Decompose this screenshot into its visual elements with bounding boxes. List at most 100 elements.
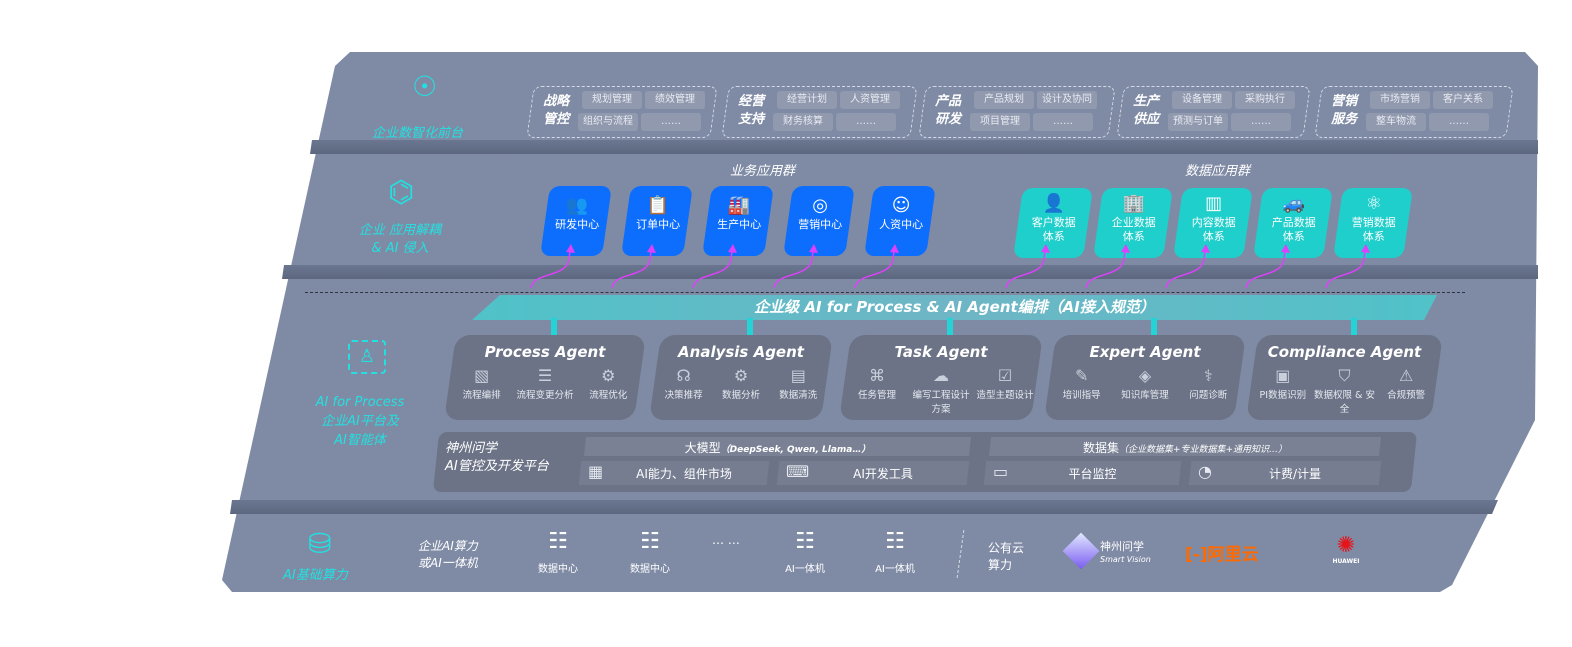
agent-card[interactable]: Expert Agent ✎ 培训指导 ◈ 知识库管理 ⚕ 问题诊断 [1044, 335, 1246, 420]
arrow-head [566, 244, 575, 253]
front-group-item[interactable]: 产品规划 [974, 91, 1034, 109]
front-group-item[interactable]: 采购执行 [1235, 91, 1295, 109]
up-down-arrow-icon [1350, 318, 1357, 336]
server-label: AI一体机 [785, 564, 825, 575]
shield-icon: ⛉ [1338, 366, 1351, 385]
arrow-head [728, 244, 737, 253]
public-cloud-label: 公有云 算力 [988, 540, 1024, 574]
front-group-item[interactable]: 设备管理 [1172, 91, 1232, 109]
business-apps-title: 业务应用群 [730, 164, 796, 179]
arrow-head [1201, 244, 1210, 253]
aliyun-name: 阿里云 [1207, 545, 1259, 565]
agent-feature: ⚙ 数据分析 [713, 365, 770, 401]
server-label: 数据中心 [538, 564, 578, 575]
agent-feature: ✎ 培训指导 [1050, 365, 1113, 401]
server-item: ☷ 数据中心 [528, 530, 588, 576]
private-label-line: 企业AI算力 [418, 539, 478, 553]
agent-features: ▣ PI数据识别 ⛉ 数据权限 & 安全 ⚠ 合规预警 [1252, 365, 1437, 415]
agent-card[interactable]: Process Agent ▧ 流程编排 ☰ 流程变更分析 ⚙ 流程优化 [444, 335, 646, 420]
front-group-item[interactable]: 整车物流 [1366, 113, 1426, 131]
monitor-icon: ▭ [993, 462, 1009, 481]
front-group-item[interactable]: …… [1231, 113, 1291, 131]
front-group-item[interactable]: …… [641, 113, 701, 131]
agent-feature-label: PI数据识别 [1259, 390, 1307, 401]
agent-feature-label: 造型主题设计 [976, 390, 1034, 401]
front-group-item[interactable]: 人资管理 [840, 91, 900, 109]
agent-feature: ◈ 知识库管理 [1114, 365, 1177, 401]
front-group-item[interactable]: 设计及协同 [1037, 91, 1097, 109]
up-down-arrow-icon [947, 318, 953, 336]
front-group-item[interactable]: …… [1033, 113, 1093, 131]
front-group-item[interactable]: 财务核算 [773, 113, 833, 131]
private-label-line: 或AI一体机 [418, 556, 478, 570]
server-item: ☷ AI一体机 [775, 530, 835, 576]
connector-arrow [611, 249, 652, 289]
brain-head-icon: ☉ [412, 70, 438, 103]
agent-feature-label: 编写工程设计方案 [912, 390, 970, 415]
server-label: AI一体机 [875, 564, 915, 575]
arrow-head [1121, 244, 1130, 253]
checklist-icon: ☑ [997, 366, 1013, 385]
front-group-item[interactable]: 项目管理 [970, 113, 1030, 131]
agent-feature: ⚕ 问题诊断 [1177, 365, 1240, 401]
teacher-icon: ✎ [1074, 366, 1089, 385]
agent-feature: ☰ 流程变更分析 [514, 365, 577, 401]
agent-title: Compliance Agent [1267, 343, 1422, 361]
database-icon: ⛁ [308, 527, 332, 560]
agent-card[interactable]: Compliance Agent ▣ PI数据识别 ⛉ 数据权限 & 安全 ⚠ 合规预警 [1246, 335, 1443, 420]
front-group-item[interactable]: …… [1429, 113, 1489, 131]
connector-arrow [1325, 249, 1366, 289]
arrow-head [809, 244, 818, 253]
server-item: ☷ 数据中心 [620, 530, 680, 576]
front-group-item[interactable]: 经营计划 [777, 91, 837, 109]
arrow-head [1361, 244, 1370, 253]
layer-divider [230, 500, 1498, 514]
agent-features: ☊ 决策推荐 ⚙ 数据分析 ▤ 数据清洗 [655, 365, 827, 401]
front-group-item[interactable]: 客户关系 [1433, 91, 1493, 109]
server-rack-icon: ☷ [885, 529, 905, 554]
connector-arrow [692, 249, 733, 289]
huawei-logo: ✺ HUAWEI [1326, 533, 1366, 566]
apps-label-line: 企业 应用解耦 [358, 223, 442, 238]
front-group-item[interactable]: 规划管理 [582, 91, 642, 109]
model-note: （DeepSeek, Qwen, Llama…） [720, 445, 871, 455]
agent-feature: ▣ PI数据识别 [1252, 365, 1313, 415]
network-icon: ⌘ [868, 366, 885, 385]
front-group-item[interactable]: 组织与流程 [578, 113, 638, 131]
model-title: 大模型 [684, 441, 721, 455]
agent-feature: ☊ 决策推荐 [655, 365, 712, 401]
agent-card[interactable]: Task Agent ⌘ 任务管理 ☁ 编写工程设计方案 ☑ 造型主题设计 [839, 335, 1043, 420]
up-down-arrow-icon [1151, 318, 1157, 336]
connector-arrow [530, 249, 571, 289]
front-group-item[interactable]: …… [836, 113, 896, 131]
front-group-item[interactable]: 预测与订单 [1168, 113, 1228, 131]
up-down-arrow-icon [551, 318, 557, 336]
platform-tool-label: AI能力、组件市场 [636, 467, 732, 481]
agent-card[interactable]: Analysis Agent ☊ 决策推荐 ⚙ 数据分析 ▤ 数据清洗 [649, 335, 833, 420]
front-group-item[interactable]: 绩效管理 [645, 91, 705, 109]
public-label-line: 算力 [988, 558, 1013, 572]
agent-feature-label: 培训指导 [1062, 390, 1101, 401]
agent-feature-label: 流程变更分析 [516, 390, 574, 401]
arrow-head [890, 244, 899, 253]
scan-user-icon: ♙ [348, 340, 386, 374]
platform-title-line: 神州问学 [445, 441, 498, 456]
ai-label-line: AI智能体 [334, 433, 386, 448]
connector-arrow [1005, 249, 1046, 289]
agent-feature: ☑ 造型主题设计 [973, 365, 1036, 415]
huawei-petals-icon: ✺ [1336, 533, 1356, 558]
platform-tool-label: 计费/计量 [1268, 467, 1322, 481]
up-down-arrow-icon [747, 318, 753, 336]
private-compute-label: 企业AI算力 或AI一体机 [418, 538, 478, 572]
cloud-icon: ☁ [932, 366, 949, 385]
molecule-icon: ⌬ [388, 175, 415, 210]
orchestration-band [472, 295, 1437, 320]
agent-feature-label: 数据权限 & 安全 [1314, 390, 1375, 415]
dashed-separator [305, 292, 1465, 293]
model-label: 大模型（DeepSeek, Qwen, Llama…） [585, 439, 970, 456]
smartvision-logo: 神州问学 Smart Vision [1100, 540, 1151, 566]
ai-label-line: 企业AI平台及 [321, 414, 399, 429]
platform-title-line: AI管控及开发平台 [445, 459, 549, 474]
connector-arrow [1085, 249, 1126, 289]
front-group-item[interactable]: 市场营销 [1370, 91, 1430, 109]
